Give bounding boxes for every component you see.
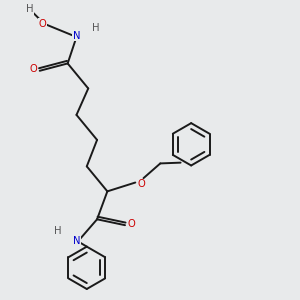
Text: N: N — [73, 236, 80, 246]
Text: O: O — [39, 19, 46, 29]
Text: H: H — [92, 23, 99, 33]
Text: N: N — [73, 31, 80, 40]
Text: O: O — [30, 64, 38, 74]
Text: O: O — [128, 219, 135, 229]
Text: H: H — [54, 226, 61, 236]
Text: O: O — [137, 179, 145, 189]
Text: H: H — [26, 4, 33, 14]
